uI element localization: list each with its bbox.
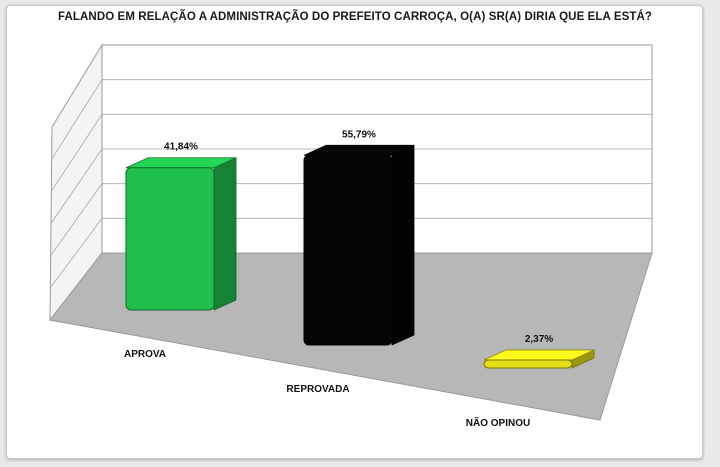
gridline [50,218,103,289]
category-label: NÃO OPINOU [466,416,530,429]
gridline [50,114,103,192]
gridline [51,79,103,160]
category-label: REPROVADA [286,384,349,395]
bar-front [483,359,573,369]
chart-bars [125,144,595,369]
bar-side [213,157,237,311]
bar [483,349,595,369]
bar-front [303,154,393,346]
category-label: APROVA [124,349,166,360]
chart-title: FALANDO EM RELAÇÃO A ADMINISTRAÇÃO DO PR… [57,11,653,23]
bar-side [391,144,415,346]
data-label: 41,84% [164,142,198,153]
gridline [50,183,103,256]
data-label: 2,37% [525,334,553,345]
bar [303,144,415,346]
data-label: 55,79% [342,129,376,140]
bar-front [125,167,215,311]
bar [125,157,237,311]
gridline [50,148,103,224]
chart-labels: 41,84% 55,79% 2,37% APROVA REPROVADA NÃO OPIN… [124,129,553,429]
